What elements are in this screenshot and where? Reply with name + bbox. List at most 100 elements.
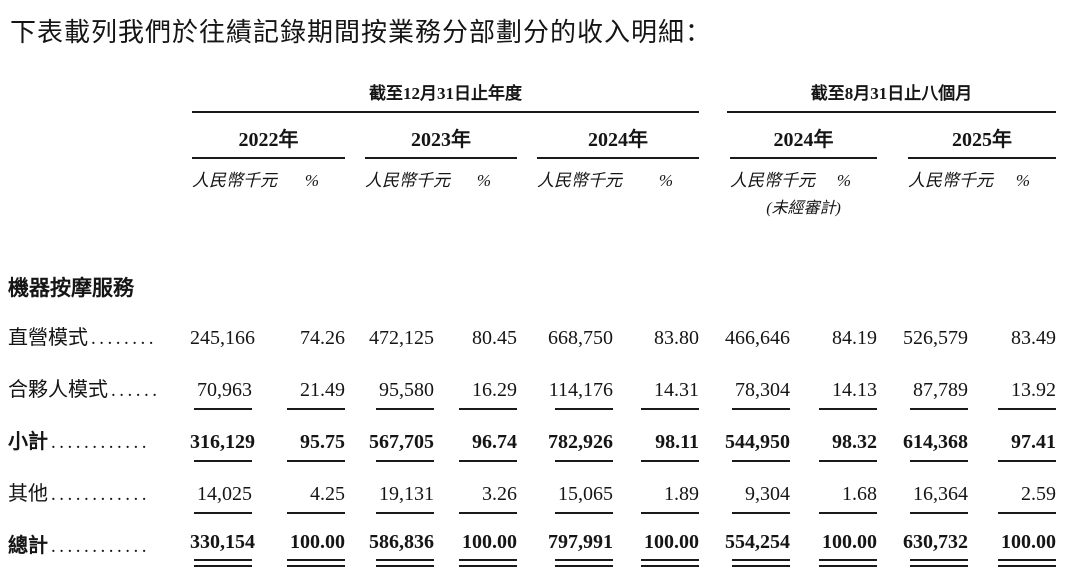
single-rule	[459, 460, 517, 462]
amount-cell: 14,025	[197, 483, 252, 505]
pct-cell: 100.00	[1001, 531, 1057, 553]
table-row-partner-model: 合夥人模式...... 70,963 21.49 95,580 16.29 11…	[8, 358, 1057, 410]
single-rule	[376, 460, 434, 462]
pct-label: %	[304, 171, 319, 190]
single-rule	[555, 408, 613, 410]
single-rule	[641, 408, 700, 410]
amount-cell: 630,732	[903, 531, 969, 553]
single-rule	[555, 460, 613, 462]
pct-label: %	[836, 171, 852, 190]
amount-cell: 330,154	[190, 531, 255, 553]
double-rule	[998, 559, 1057, 567]
single-rule	[998, 512, 1057, 514]
single-rule	[998, 408, 1057, 410]
single-rule	[555, 512, 613, 514]
single-rule	[732, 460, 791, 462]
single-rule	[910, 408, 969, 410]
double-rule	[910, 559, 969, 567]
row-label: 直營模式	[8, 327, 88, 349]
double-rule	[732, 559, 791, 567]
pct-label: %	[658, 171, 674, 190]
amount-cell: 526,579	[903, 327, 969, 349]
amount-cell: 466,646	[725, 327, 791, 349]
dot-leader: ............	[51, 536, 150, 557]
pct-cell: 100.00	[822, 531, 878, 553]
amount-cell: 586,836	[369, 531, 434, 553]
pct-cell: 4.25	[310, 483, 345, 505]
amount-cell: 668,750	[548, 327, 613, 349]
amount-cell: 19,131	[379, 483, 434, 505]
year-header-2024-8m: 2024年	[730, 113, 878, 159]
pct-cell: 97.41	[1011, 431, 1057, 453]
row-label: 小計	[8, 431, 48, 453]
pct-cell: 98.32	[832, 431, 878, 453]
single-rule	[910, 512, 969, 514]
unaudited-row: (未經審計)	[8, 191, 1056, 218]
single-rule	[459, 408, 517, 410]
double-rule	[641, 559, 700, 567]
year-header-2024: 2024年	[537, 113, 700, 159]
pct-cell: 1.68	[842, 483, 878, 505]
single-rule	[287, 408, 345, 410]
amount-cell: 614,368	[903, 431, 969, 453]
pct-label: %	[1015, 171, 1031, 190]
unit-label: 人民幣千元	[365, 171, 450, 190]
pct-cell: 95.75	[300, 431, 345, 453]
revenue-table: 截至12月31日止年度 截至8月31日止八個月 2022年 2023年 2024…	[8, 79, 1057, 567]
unit-label: 人民幣千元	[730, 171, 816, 190]
table-row-total: 總計............ 330,154 100.00 586,836 10…	[8, 514, 1057, 567]
single-rule	[194, 460, 252, 462]
pct-cell: 13.92	[1011, 379, 1057, 401]
dot-leader: ......	[111, 380, 161, 401]
single-rule	[376, 512, 434, 514]
pct-cell: 14.13	[832, 379, 878, 401]
amount-cell: 114,176	[548, 379, 613, 401]
pct-cell: 98.11	[655, 431, 700, 453]
amount-cell: 544,950	[725, 431, 791, 453]
single-rule	[998, 460, 1057, 462]
pct-cell: 100.00	[644, 531, 700, 553]
row-label: 合夥人模式	[8, 379, 108, 401]
dot-leader: ............	[51, 432, 150, 453]
amount-cell: 316,129	[190, 431, 255, 453]
pct-cell: 16.29	[472, 379, 517, 401]
amount-cell: 567,705	[369, 431, 434, 453]
amount-cell: 87,789	[913, 379, 969, 401]
unit-label: 人民幣千元	[908, 171, 994, 190]
double-rule	[287, 559, 345, 567]
unaudited-note: (未經審計)	[766, 200, 841, 217]
amount-cell: 797,991	[548, 531, 613, 553]
pct-cell: 84.19	[832, 327, 878, 349]
pct-cell: 21.49	[300, 379, 345, 401]
double-rule	[376, 559, 434, 567]
dot-leader: ............	[51, 484, 150, 505]
double-rule	[819, 559, 878, 567]
amount-cell: 16,364	[913, 483, 969, 505]
year-header-2025: 2025年	[908, 113, 1057, 159]
year-header-2023: 2023年	[365, 113, 517, 159]
single-rule	[819, 512, 878, 514]
double-rule	[555, 559, 613, 567]
row-label: 其他	[8, 483, 48, 505]
amount-cell: 78,304	[735, 379, 791, 401]
amount-cell: 70,963	[197, 379, 252, 401]
pct-cell: 14.31	[654, 379, 700, 401]
section-header-row: 機器按摩服務	[8, 256, 1056, 306]
table-row-others: 其他............ 14,025 4.25 19,131 3.26 1…	[8, 462, 1057, 514]
year-header-2022: 2022年	[192, 113, 345, 159]
col-group-annual: 截至12月31日止年度	[192, 79, 700, 113]
single-rule	[287, 460, 345, 462]
pct-cell: 74.26	[300, 327, 345, 349]
pct-cell: 83.49	[1011, 327, 1057, 349]
single-rule	[819, 408, 878, 410]
pct-cell: 80.45	[472, 327, 517, 349]
single-rule	[376, 408, 434, 410]
amount-cell: 245,166	[190, 327, 255, 349]
amount-cell: 554,254	[725, 531, 791, 553]
group-header-row: 截至12月31日止年度 截至8月31日止八個月	[8, 79, 1057, 113]
unit-header-row: 人民幣千元% 人民幣千元% 人民幣千元% 人民幣千元% 人民幣千元%	[8, 159, 1056, 191]
double-rule	[194, 559, 252, 567]
table-row-subtotal: 小計............ 316,129 95.75 567,705 96.…	[8, 410, 1057, 462]
amount-cell: 782,926	[548, 431, 613, 453]
row-label: 總計	[8, 535, 48, 557]
